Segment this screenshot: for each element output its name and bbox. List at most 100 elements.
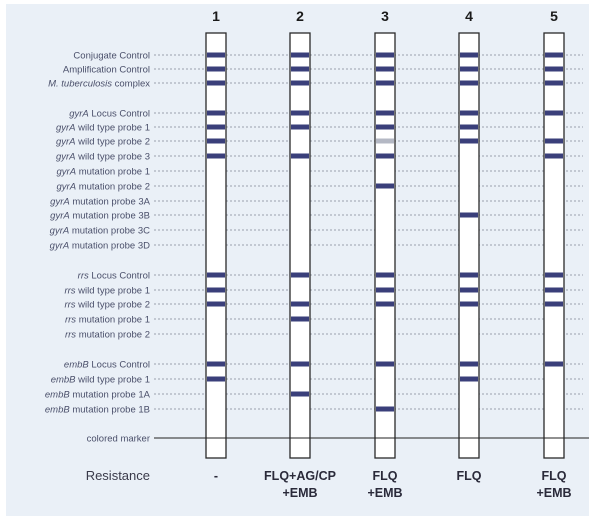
hybridization-band: [376, 66, 394, 72]
probe-label: rrs wild type probe 2: [64, 300, 150, 311]
hybridization-band: [460, 124, 478, 130]
probe-label: rrs wild type probe 1: [64, 286, 150, 297]
resistance-result: FLQ+AG/CP: [264, 469, 336, 483]
hybridization-band: [376, 301, 394, 307]
hybridization-band: [460, 52, 478, 58]
hybridization-band: [207, 376, 225, 382]
hybridization-band: [291, 391, 309, 397]
test-strip: [374, 32, 396, 459]
hybridization-band: [291, 66, 309, 72]
hybridization-band: [207, 124, 225, 130]
resistance-result: FLQ: [373, 469, 398, 483]
hybridization-band: [207, 361, 225, 367]
hybridization-band: [291, 153, 309, 159]
hybridization-band: [376, 183, 394, 189]
hybridization-band: [460, 66, 478, 72]
hybridization-band: [376, 80, 394, 86]
probe-label: embB wild type probe 1: [51, 375, 150, 386]
probe-label: gyrA wild type probe 1: [56, 123, 150, 134]
hybridization-band: [376, 272, 394, 278]
resistance-result: +EMB: [282, 486, 317, 500]
hybridization-band: [545, 52, 563, 58]
hybridization-band: [545, 138, 563, 144]
probe-label: gyrA mutation probe 3A: [50, 197, 150, 208]
hybridization-band: [460, 110, 478, 116]
hybridization-band: [545, 153, 563, 159]
hybridization-band: [460, 272, 478, 278]
hybridization-band: [291, 316, 309, 322]
hybridization-band: [207, 110, 225, 116]
hybridization-band: [376, 287, 394, 293]
hybridization-band: [460, 361, 478, 367]
hybridization-band: [207, 138, 225, 144]
hybridization-band: [545, 110, 563, 116]
hybridization-band: [545, 66, 563, 72]
resistance-label: Resistance: [86, 468, 150, 483]
probe-label: gyrA mutation probe 3C: [50, 226, 150, 237]
probe-label: gyrA mutation probe 2: [57, 182, 150, 193]
hybridization-band: [291, 124, 309, 130]
hybridization-band: [207, 272, 225, 278]
resistance-result: +EMB: [536, 486, 571, 500]
hybridization-band: [376, 124, 394, 130]
probe-label: embB mutation probe 1B: [45, 405, 150, 416]
hybridization-band: [207, 52, 225, 58]
hybridization-band: [545, 301, 563, 307]
hybridization-band: [291, 301, 309, 307]
hybridization-band: [291, 110, 309, 116]
resistance-result: FLQ: [457, 469, 482, 483]
probe-label: gyrA wild type probe 3: [56, 152, 150, 163]
resistance-result: +EMB: [367, 486, 402, 500]
hybridization-band: [207, 80, 225, 86]
hybridization-band: [376, 406, 394, 412]
hybridization-band: [291, 80, 309, 86]
hybridization-band: [460, 80, 478, 86]
hybridization-band: [460, 212, 478, 218]
faint-band: [376, 138, 394, 144]
probe-label: M. tuberculosis complex: [48, 79, 150, 90]
hybridization-band: [291, 52, 309, 58]
hybridization-band: [376, 153, 394, 159]
probe-label: Conjugate Control: [73, 51, 150, 62]
strip-number: 2: [296, 8, 304, 24]
hybridization-band: [545, 361, 563, 367]
probe-label: gyrA mutation probe 3D: [50, 241, 150, 252]
probe-label: gyrA Locus Control: [69, 109, 150, 120]
strip-number: 3: [381, 8, 389, 24]
hybridization-band: [376, 110, 394, 116]
probe-label: gyrA wild type probe 2: [56, 137, 150, 148]
hybridization-band: [460, 138, 478, 144]
hybridization-band: [376, 52, 394, 58]
resistance-result: -: [214, 469, 218, 483]
probe-label: embB mutation probe 1A: [45, 390, 151, 401]
hybridization-band: [291, 272, 309, 278]
test-strip: [458, 32, 480, 459]
strip-number: 4: [465, 8, 473, 24]
probe-label: rrs mutation probe 2: [65, 330, 150, 341]
hybridization-band: [207, 301, 225, 307]
probe-label: rrs Locus Control: [78, 271, 150, 282]
hybridization-band: [207, 287, 225, 293]
probe-label: gyrA mutation probe 1: [57, 167, 150, 178]
test-strip: [289, 32, 311, 459]
hybridization-band: [545, 287, 563, 293]
strip-number: 5: [550, 8, 558, 24]
hybridization-band: [460, 376, 478, 382]
probe-label: Amplification Control: [63, 65, 150, 76]
hybridization-band: [545, 272, 563, 278]
test-strip: [543, 32, 565, 459]
probe-label: embB Locus Control: [64, 360, 150, 371]
hybridization-band: [460, 287, 478, 293]
colored-marker-label: colored marker: [87, 434, 150, 445]
probe-label: rrs mutation probe 1: [65, 315, 150, 326]
hybridization-band: [376, 361, 394, 367]
hybridization-band: [291, 361, 309, 367]
hybridization-band: [545, 80, 563, 86]
probe-label: gyrA mutation probe 3B: [50, 211, 150, 222]
hybridization-band: [207, 66, 225, 72]
hybridization-band: [460, 301, 478, 307]
strip-number: 1: [212, 8, 220, 24]
test-strip: [205, 32, 227, 459]
resistance-result: FLQ: [542, 469, 567, 483]
